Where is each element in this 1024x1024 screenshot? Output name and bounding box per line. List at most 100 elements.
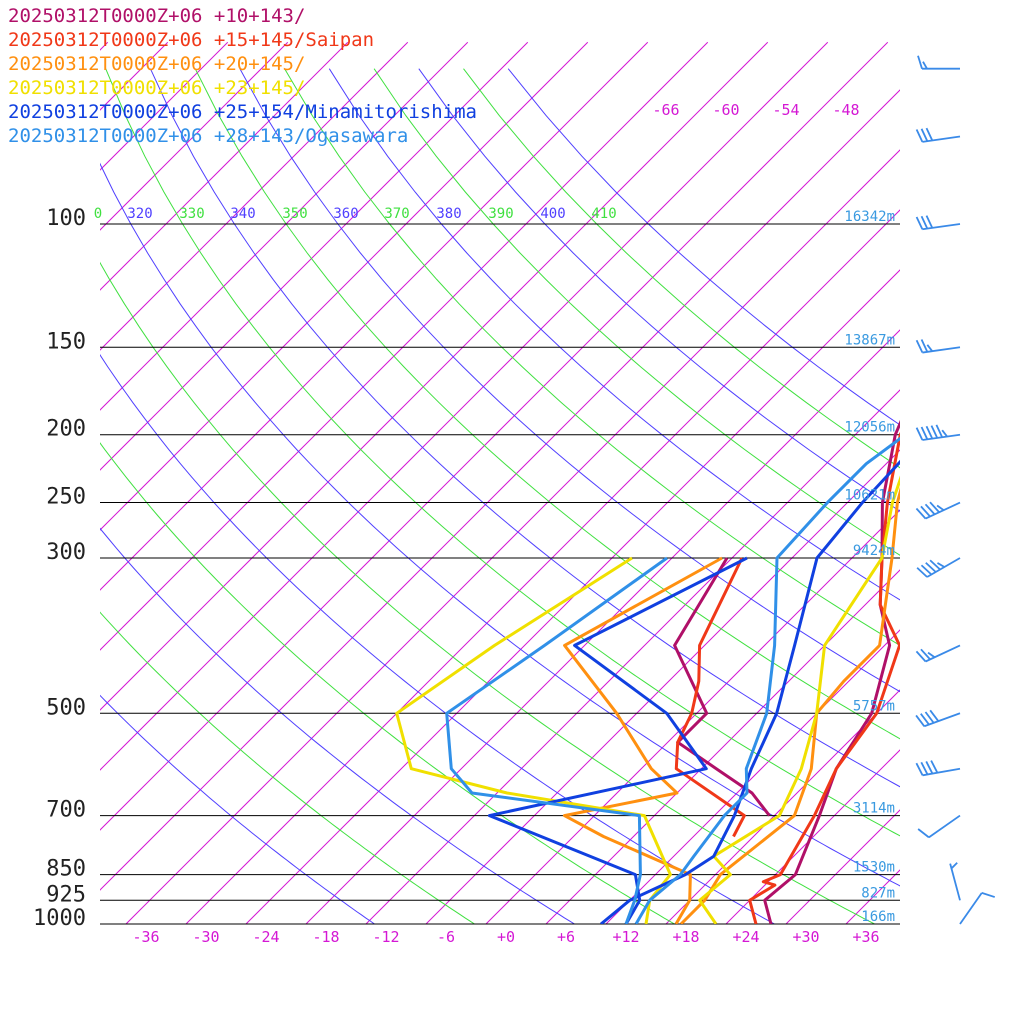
isotherm-line — [100, 41, 469, 411]
dry-adiabat-line — [100, 611, 475, 924]
wind-barb-tick — [920, 564, 933, 576]
x-tick-label: +36 — [852, 928, 879, 946]
wind-barb-tick — [915, 216, 924, 230]
wind-barb-tick — [916, 567, 928, 578]
wind-barb-tick — [929, 501, 940, 513]
wind-barb-tick — [930, 425, 939, 439]
isotherm-line — [100, 41, 649, 591]
theta-label: 360 — [333, 206, 358, 222]
theta-label: 380 — [436, 206, 461, 222]
x-tick-label: -36 — [132, 928, 159, 946]
legend-entry: 20250312T0000Z+06 +23+145/ — [8, 77, 306, 99]
wind-barb-shaft — [922, 433, 961, 441]
height-label-200: 12056m — [844, 420, 895, 436]
wind-barb-tick — [915, 714, 926, 727]
background-grid — [100, 41, 1024, 924]
legend-entry: 20250312T0000Z+06 +25+154/Minamitorishim… — [8, 101, 477, 123]
height-label-250: 10621m — [844, 488, 895, 504]
wind-barb-tick — [920, 648, 931, 660]
isotherm-line — [100, 41, 109, 51]
isotherm-line — [125, 149, 900, 924]
isotherm-line — [725, 749, 900, 924]
dry-adiabat-line — [239, 68, 900, 693]
dry-adiabat-line — [100, 162, 900, 887]
isotherm-line — [100, 41, 409, 351]
wind-barb-tick — [925, 127, 934, 141]
wind-barb-tick — [917, 55, 923, 69]
wind-barb-shaft — [922, 346, 961, 354]
x-tick-label: -18 — [312, 928, 339, 946]
dewpoint-profile-4 — [487, 556, 748, 924]
upper-temp-label: -54 — [772, 101, 799, 119]
height-label-150: 13867m — [844, 332, 895, 348]
dry-adiabat-line — [418, 68, 900, 512]
wind-barb-tick — [920, 215, 929, 229]
wind-barb-tick — [924, 711, 935, 724]
wind-barb-tick — [915, 339, 924, 353]
pressure-label-150: 150 — [46, 329, 86, 354]
pressure-label-925: 925 — [46, 882, 86, 907]
x-tick-label: +18 — [672, 928, 699, 946]
wind-barb-tick — [924, 503, 936, 515]
dewpoint-profile-3 — [395, 556, 672, 924]
isotherm-line — [100, 41, 829, 771]
wind-barb-shaft — [922, 767, 961, 777]
wind-barb-100 — [915, 215, 961, 231]
isotherm-line — [100, 41, 769, 711]
legend-entry: 20250312T0000Z+06 +28+143/Ogasawara — [8, 125, 409, 147]
pressure-label-850: 850 — [46, 857, 86, 882]
height-label-925: 827m — [861, 885, 895, 901]
upper-temp-label: -66 — [652, 101, 679, 119]
pressure-label-1000: 1000 — [33, 906, 86, 931]
wind-barb-shaft — [959, 892, 983, 925]
height-label-500: 5757m — [853, 698, 895, 714]
wind-barb-75 — [915, 127, 961, 143]
wind-barb-tick — [920, 128, 929, 142]
wind-barb-1000 — [959, 892, 996, 925]
x-tick-label: +12 — [612, 928, 639, 946]
dry-adiabat-line — [194, 68, 900, 740]
isotherm-line — [845, 869, 900, 924]
wind-barb-200 — [915, 424, 961, 441]
wind-barb-tick — [935, 424, 943, 438]
wind-barb-tick — [926, 344, 933, 352]
wind-barb-tick — [922, 61, 928, 70]
wind-barb-tick — [920, 426, 929, 440]
temperature-profile-4 — [600, 459, 900, 924]
isotherm-line — [100, 41, 229, 171]
wind-barb-tick — [915, 650, 927, 663]
wind-barb-925 — [949, 862, 961, 901]
wind-barb-tick — [936, 562, 945, 568]
wind-barb-tick — [920, 505, 931, 518]
temperature-profile-1 — [748, 431, 900, 924]
temperature-profile-5 — [634, 436, 900, 924]
x-tick-label: -24 — [252, 928, 279, 946]
dry-adiabat-line — [373, 68, 900, 556]
isotherm-line — [545, 569, 900, 924]
isotherm-line — [100, 41, 889, 831]
wind-barb-600 — [915, 760, 961, 777]
temperature-profile-2 — [679, 486, 900, 924]
pressure-label-500: 500 — [46, 695, 86, 720]
theta-label: 340 — [230, 206, 255, 222]
dry-adiabat-line — [100, 261, 875, 924]
axis-labels: 100 16342m 150 13867m 200 12056m 250 10621m 300 9… — [33, 101, 895, 946]
dry-adiabat-line — [328, 68, 900, 601]
wind-barb-tick — [925, 761, 934, 774]
x-tick-label: +0 — [497, 928, 515, 946]
x-tick-label: -6 — [437, 928, 455, 946]
wind-barb-tick — [981, 892, 996, 898]
dry-adiabat-line — [100, 527, 575, 924]
wind-barb-500 — [915, 709, 961, 728]
height-label-1000: 166m — [861, 909, 895, 925]
isotherm-line — [100, 41, 529, 471]
upper-temp-label: -48 — [832, 101, 859, 119]
isotherm-line — [966, 42, 1024, 924]
x-tick-label: +30 — [792, 928, 819, 946]
isotherm-line — [100, 41, 709, 651]
pressure-label-700: 700 — [46, 798, 86, 823]
isotherm-line — [305, 329, 900, 924]
theta-label: 400 — [540, 206, 565, 222]
isotherm-line — [665, 689, 900, 924]
